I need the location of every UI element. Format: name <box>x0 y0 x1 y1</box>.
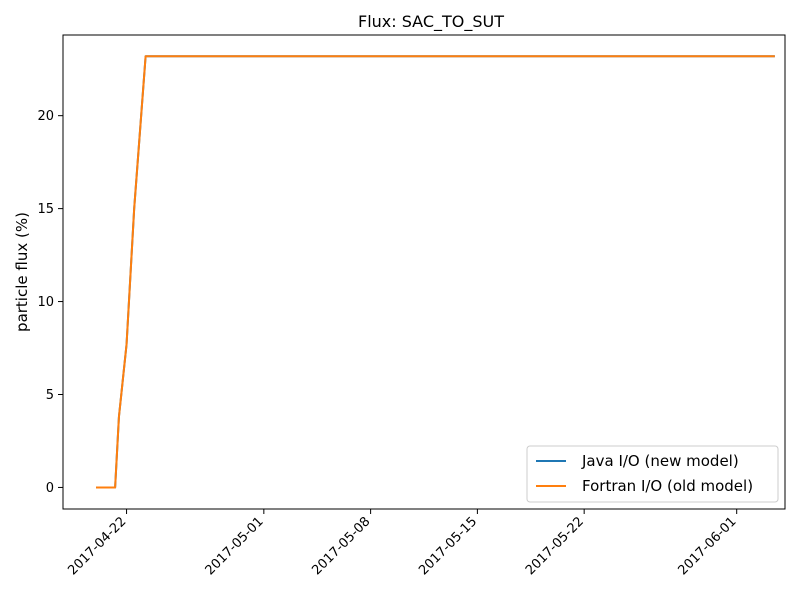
series-line-1 <box>96 55 775 489</box>
y-axis: 0 5 10 15 20 <box>37 109 63 496</box>
legend-box <box>526 445 779 503</box>
chart-title: Flux: SAC_TO_SUT <box>358 12 504 32</box>
x-tick-label: 2017-06-01 <box>675 514 739 578</box>
x-tick-label: 2017-05-22 <box>523 514 587 578</box>
legend-entry-fortran: Fortran I/O (old model) <box>582 477 753 495</box>
x-axis: 2017-04-22 2017-05-01 2017-05-08 2017-05-15… <box>65 509 740 578</box>
y-tick-label: 10 <box>37 295 54 310</box>
x-tick-label: 2017-05-08 <box>309 514 373 578</box>
legend: Java I/O (new model) Fortran I/O (old mo… <box>526 445 779 503</box>
legend-entry-java: Java I/O (new model) <box>581 452 739 470</box>
x-tick-label: 2017-04-22 <box>65 514 129 578</box>
y-axis-label: particle flux (%) <box>13 212 31 332</box>
x-tick-label: 2017-05-15 <box>416 514 480 578</box>
y-tick-label: 20 <box>37 109 54 124</box>
y-tick-label: 0 <box>46 481 54 496</box>
y-tick-label: 15 <box>37 202 54 217</box>
y-tick-label: 5 <box>46 388 54 403</box>
plot-area <box>96 55 775 489</box>
plot-frame <box>62 34 786 510</box>
series-line-0 <box>96 55 775 489</box>
x-tick-label: 2017-05-01 <box>203 514 267 578</box>
